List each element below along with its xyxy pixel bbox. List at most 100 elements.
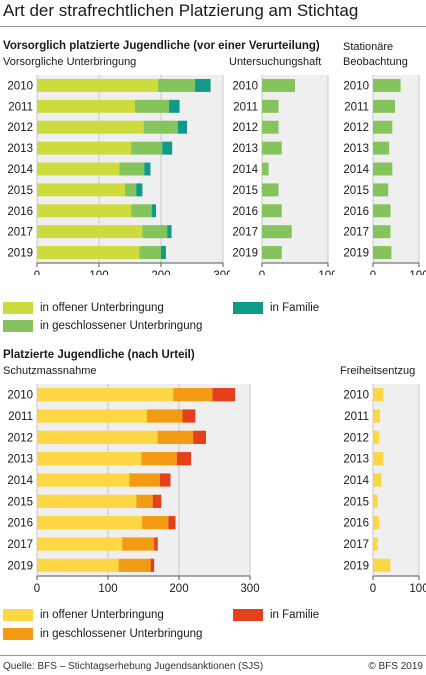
chart-vorsorgliche-unterbringung: 2010 2011 2012 2013 2014 2015 2016 2017 2019 0 100… [7, 75, 230, 275]
vorsorglich-bar [162, 141, 173, 155]
section2-subtitle-left: Schutzmassnahme [3, 365, 97, 377]
vorsorglich-bar [131, 204, 152, 218]
beobachtung-bar [373, 246, 392, 260]
untersuchungshaft-year-label: 2011 [233, 101, 258, 113]
schutzmassnahme-bar [37, 494, 137, 508]
freiheitsentzug-bar [373, 452, 384, 466]
untersuchungshaft-bar [262, 141, 282, 155]
vorsorglich-bar [37, 78, 158, 92]
vorsorglich-year-label: 2016 [7, 206, 33, 218]
freiheitsentzug-year-label: 2017 [343, 539, 369, 551]
chart-title: Art der strafrechtlichen Platzierung am … [3, 1, 359, 20]
vorsorglich-year-label: 2019 [7, 248, 33, 260]
beobachtung-year-label: 2014 [343, 164, 369, 176]
schutzmassnahme-year-label: 2015 [7, 496, 33, 508]
schutzmassnahme-year-label: 2019 [7, 560, 33, 572]
legend-s1-family-swatch [233, 302, 263, 314]
freiheitsentzug-bar [373, 537, 378, 551]
schutzmassnahme-year-label: 2013 [7, 454, 33, 466]
vorsorglich-tick-label: 200 [151, 270, 170, 275]
legend-s2-family-swatch [233, 609, 263, 621]
vorsorglich-bar [157, 78, 196, 92]
legend-s2-open-swatch [3, 609, 33, 621]
legend-s1-family: in Familie [233, 300, 353, 316]
section1-subtitle-left: Vorsorgliche Unterbringung [3, 56, 137, 68]
schutzmassnahme-year-label: 2012 [7, 432, 33, 444]
freiheitsentzug-tick-label: 0 [370, 583, 376, 594]
schutzmassnahme-tick-label: 300 [240, 583, 259, 594]
vorsorglich-tick-label: 300 [213, 270, 230, 275]
vorsorglich-year-label: 2010 [7, 80, 33, 92]
legend-s2-open: in offener Unterbringung [3, 607, 203, 623]
legend-s1-open: in offener Unterbringung [3, 300, 203, 316]
beobachtung-bar [373, 204, 391, 218]
schutzmassnahme-tick-label: 0 [34, 583, 40, 594]
freiheitsentzug-year-label: 2016 [343, 518, 369, 530]
schutzmassnahme-bar [37, 558, 119, 572]
vorsorglich-bar [143, 120, 178, 134]
schutzmassnahme-bar [193, 430, 206, 444]
beobachtung-year-label: 2012 [343, 122, 369, 134]
schutzmassnahme-bar [168, 516, 176, 530]
beobachtung-year-label: 2010 [343, 80, 369, 92]
vorsorglich-year-label: 2015 [7, 185, 33, 197]
section1-subtitle-mid: Untersuchungshaft [229, 56, 322, 68]
section1-title: Vorsorglich platzierte Jugendliche (vor … [3, 40, 320, 52]
legend-s1-closed: in geschlossener Unterbringung [3, 318, 223, 334]
vorsorglich-bar [37, 183, 126, 197]
beobachtung-year-label: 2015 [343, 185, 369, 197]
beobachtung-bar [373, 225, 391, 239]
schutzmassnahme-year-label: 2010 [7, 390, 33, 402]
schutzmassnahme-bar [122, 537, 155, 551]
section2-title: Platzierte Jugendliche (nach Urteil) [3, 349, 195, 361]
beobachtung-bar [373, 99, 396, 113]
beobachtung-bar [373, 78, 401, 92]
schutzmassnahme-bar [152, 494, 162, 508]
beobachtung-bar [373, 183, 389, 197]
vorsorglich-bar [37, 246, 140, 260]
freiheitsentzug-bar [373, 494, 378, 508]
vorsorglich-bar [151, 204, 157, 218]
vorsorglich-bar [169, 99, 180, 113]
vorsorglich-bar [144, 162, 151, 176]
beobachtung-year-label: 2011 [344, 101, 369, 113]
schutzmassnahme-tick-label: 200 [169, 583, 188, 594]
freiheitsentzug-bar [373, 409, 380, 423]
beobachtung-tick-label: 100 [409, 270, 426, 275]
schutzmassnahme-bar [154, 537, 158, 551]
vorsorglich-bar [136, 183, 143, 197]
section1-subtitle-right-1: Stationäre [343, 41, 394, 53]
legend-s2-closed: in geschlossener Unterbringung [3, 626, 223, 642]
untersuchungshaft-bar [262, 162, 269, 176]
vorsorglich-year-label: 2017 [7, 227, 33, 239]
vorsorglich-bar [139, 246, 161, 260]
untersuchungshaft-year-label: 2019 [232, 248, 258, 260]
freiheitsentzug-year-label: 2010 [343, 390, 369, 402]
footer-divider [0, 655, 426, 656]
vorsorglich-bar [125, 183, 137, 197]
vorsorglich-bar [134, 99, 170, 113]
vorsorglich-bar [37, 141, 132, 155]
untersuchungshaft-bar [262, 204, 282, 218]
vorsorglich-bar [37, 225, 143, 239]
vorsorglich-year-label: 2012 [7, 122, 33, 134]
vorsorglich-bar [37, 99, 135, 113]
untersuchungshaft-bar [262, 78, 295, 92]
untersuchungshaft-year-label: 2014 [232, 164, 258, 176]
legend-s2-closed-label: in geschlossener Unterbringung [40, 628, 203, 640]
schutzmassnahme-bar [37, 452, 142, 466]
untersuchungshaft-year-label: 2016 [232, 206, 258, 218]
freiheitsentzug-year-label: 2012 [343, 432, 369, 444]
schutzmassnahme-bar [136, 494, 153, 508]
beobachtung-bar [373, 141, 390, 155]
freiheitsentzug-tick-label: 100 [409, 583, 426, 594]
vorsorglich-bar [142, 225, 168, 239]
schutzmassnahme-bar [129, 473, 160, 487]
untersuchungshaft-bar [262, 246, 282, 260]
vorsorglich-year-label: 2014 [7, 164, 33, 176]
schutzmassnahme-tick-label: 100 [98, 583, 117, 594]
beobachtung-year-label: 2019 [343, 248, 369, 260]
freiheitsentzug-bar [373, 516, 379, 530]
untersuchungshaft-year-label: 2017 [232, 227, 258, 239]
